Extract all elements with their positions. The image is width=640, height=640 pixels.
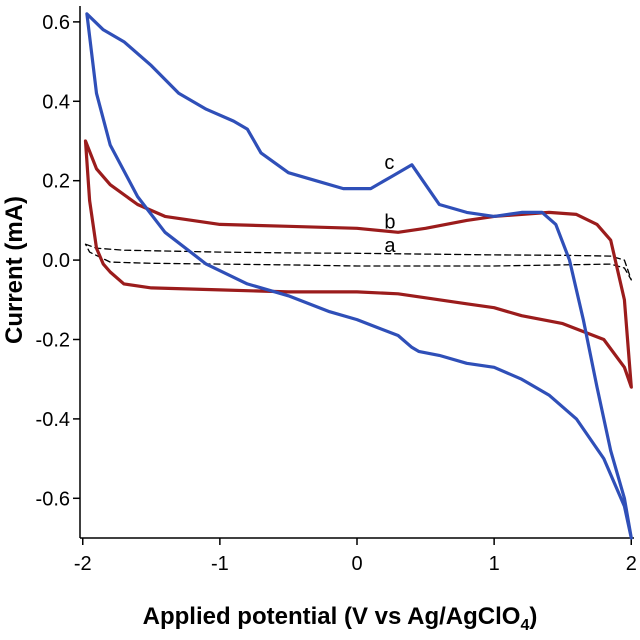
y-axis-title: Current (mA)	[1, 196, 28, 344]
y-tick-label: 0.4	[42, 91, 70, 113]
series-c-curve	[85, 12, 633, 540]
x-axis-title-suffix: )	[529, 603, 537, 630]
x-axis-title-main: Applied potential (V vs Ag/AgClO	[143, 603, 521, 630]
x-tick-label: 2	[626, 553, 637, 575]
series-a-label: a	[384, 235, 396, 257]
series-c-label: c	[384, 152, 394, 174]
x-tick-label: -1	[211, 553, 229, 575]
y-tick-label: 0.2	[42, 171, 70, 193]
series-a-curve	[84, 243, 632, 281]
x-axis-title-subscript: 4	[520, 617, 529, 634]
y-tick-label: 0.0	[42, 250, 70, 272]
x-axis-title: Applied potential (V vs Ag/AgClO4)	[143, 603, 538, 634]
series-b-label: b	[384, 211, 395, 233]
y-tick-label: -0.4	[36, 409, 70, 431]
curve-labels: ab c	[384, 152, 396, 257]
axes: -0.6 -0.4 -0.2 0.0 0.2 0.4 0.6 -2 -1 0 1 2	[36, 6, 637, 575]
y-tick-label: -0.6	[36, 488, 70, 510]
series-group	[83, 12, 633, 540]
x-tick-label: -2	[74, 553, 92, 575]
x-tick-label: 0	[351, 553, 362, 575]
y-tick-label: -0.2	[36, 329, 70, 351]
x-tick-label: 1	[489, 553, 500, 575]
series-b-curve	[83, 139, 633, 389]
y-tick-label: 0.6	[42, 12, 70, 34]
